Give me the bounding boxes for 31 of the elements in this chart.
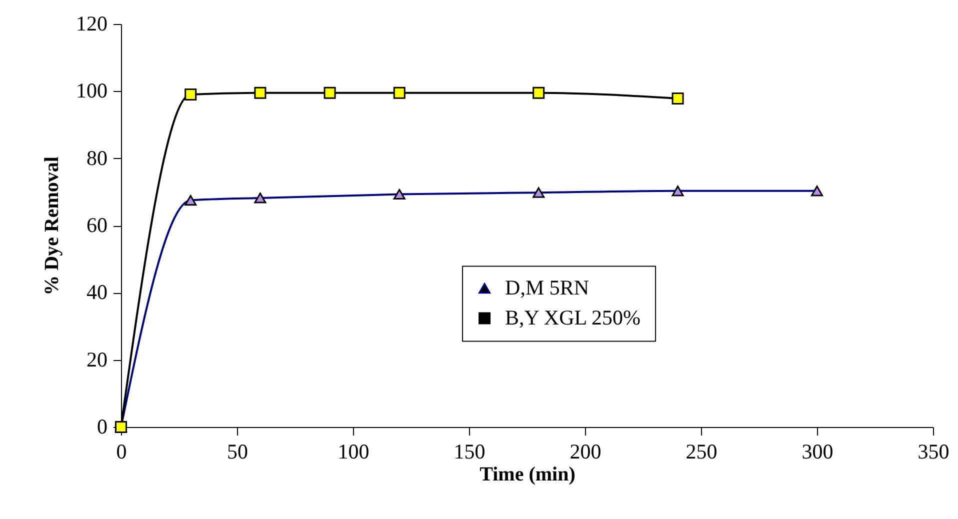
y-tick-label: 120 (76, 12, 108, 36)
point (254, 192, 266, 204)
x-tick-label: 350 (918, 440, 950, 464)
y-tick-label: 0 (97, 414, 108, 438)
y-tick-label: 100 (76, 78, 108, 103)
x-tick-label: 0 (116, 440, 127, 464)
x-tick-label: 250 (686, 440, 718, 464)
x-tick-label: 200 (570, 440, 602, 464)
y-tick-label: 60 (86, 213, 108, 237)
x-tick-label: 300 (802, 440, 834, 464)
y-tick-label: 20 (86, 347, 108, 372)
x-tick-label: 100 (338, 440, 370, 464)
point (672, 186, 684, 196)
y-tick-label: 80 (86, 146, 108, 170)
point (254, 86, 266, 99)
point (184, 88, 197, 101)
point (393, 188, 406, 200)
point (811, 186, 823, 196)
y-tick-label: 40 (86, 280, 108, 304)
legend-label: B,Y XGL 250% (505, 305, 641, 330)
x-tick-label: 150 (454, 440, 486, 464)
point (324, 86, 336, 99)
y-axis-title: % Dye Removal (41, 156, 63, 296)
x-tick-label: 50 (227, 440, 248, 464)
point (184, 195, 197, 206)
point (532, 187, 545, 198)
x-axis-title: Time (min) (480, 464, 576, 486)
point (393, 86, 406, 99)
point (672, 92, 684, 105)
point (532, 86, 545, 99)
legend-label: D,M 5RN (505, 275, 590, 300)
